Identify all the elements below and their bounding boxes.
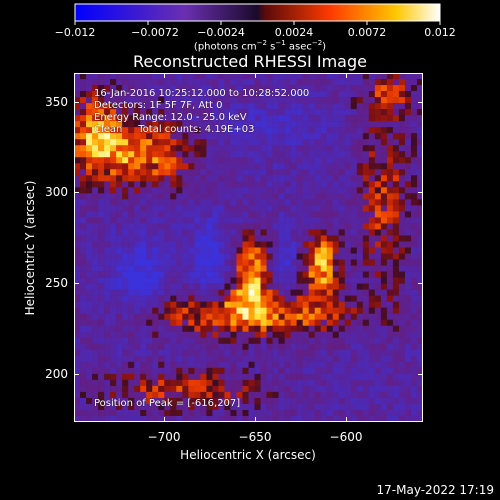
- x-tick: [346, 417, 347, 422]
- plot-title: Reconstructed RHESSI Image: [133, 52, 367, 71]
- y-tick: [418, 374, 423, 375]
- y-axis-title: Heliocentric Y (arcsec): [23, 180, 37, 316]
- clean-total-counts: Clean Total counts: 4.19E+03: [94, 124, 255, 135]
- observation-time: 16-Jan-2016 10:25:12.000 to 10:28:52.000: [94, 88, 310, 99]
- x-tick: [164, 73, 165, 78]
- colorbar-units: (photons cm−2 s−1 asec−2): [193, 39, 327, 53]
- rhessi-image: [74, 73, 423, 422]
- colorbar-tick-label: −0.0072: [131, 26, 179, 39]
- heatmap-canvas: [74, 73, 423, 422]
- y-tick: [418, 102, 423, 103]
- colorbar-tick-label: −0.012: [54, 26, 96, 39]
- y-tick-label: 200: [45, 367, 68, 381]
- colorbar-tick-label: 0.0072: [347, 26, 387, 39]
- x-tick: [346, 73, 347, 78]
- y-tick-label: 250: [45, 276, 68, 290]
- y-tick: [74, 283, 79, 284]
- peak-position: Position of Peak = [-616,207]: [94, 398, 241, 409]
- x-tick-label: −600: [329, 430, 363, 444]
- detectors-info: Detectors: 1F 5F 7F, Att 0: [94, 100, 223, 111]
- x-axis-title: Heliocentric X (arcsec): [180, 448, 316, 462]
- energy-range: Energy Range: 12.0 - 25.0 keV: [94, 112, 247, 123]
- y-tick-label: 300: [45, 185, 68, 199]
- y-tick: [74, 374, 79, 375]
- footer-date: 17-May-2022 17:19: [376, 483, 494, 497]
- x-tick: [255, 417, 256, 422]
- y-tick: [418, 192, 423, 193]
- y-tick: [74, 102, 79, 103]
- colorbar-gradient: [74, 3, 441, 22]
- colorbar: [74, 3, 441, 25]
- colorbar-tick-label: −0.0024: [197, 26, 245, 39]
- x-tick-label: −650: [238, 430, 272, 444]
- x-tick-label: −700: [147, 430, 181, 444]
- colorbar-tick-label: 0.0024: [274, 26, 314, 39]
- y-tick: [74, 192, 79, 193]
- y-tick-label: 350: [45, 95, 68, 109]
- x-tick: [255, 73, 256, 78]
- x-tick: [164, 417, 165, 422]
- colorbar-tick-label: 0.012: [424, 26, 456, 39]
- y-tick: [418, 283, 423, 284]
